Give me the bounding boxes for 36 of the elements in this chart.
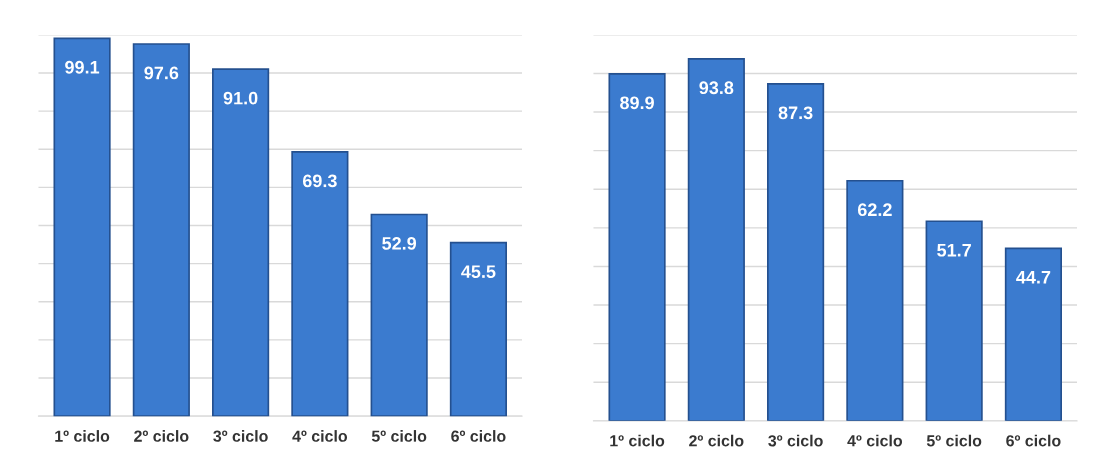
data-label: 91.0 [223,91,258,105]
x-tick-label: 4º ciclo [847,434,903,447]
bar [687,57,745,421]
data-label: 89.9 [620,96,654,110]
x-tick-label: 3º ciclo [768,434,823,447]
bar [608,73,666,421]
data-label: 69.3 [302,174,337,188]
x-tick-label: 3º ciclo [213,430,268,442]
data-label: 99.1 [65,60,100,74]
x-tick-label: 1º ciclo [55,430,110,442]
x-tick-label: 2º ciclo [689,434,744,447]
x-tick-label: 6º ciclo [1006,434,1061,447]
data-label: 51.7 [937,244,971,257]
bar [767,83,825,421]
data-label: 52.9 [382,237,417,250]
data-label: 97.6 [144,66,179,80]
bar [1004,247,1063,421]
x-tick-label: 2º ciclo [134,430,189,442]
x-tick-label: 1º ciclo [610,434,665,447]
data-label: 87.3 [778,106,813,120]
bar [53,37,111,417]
bar [132,43,190,417]
data-label: 45.5 [461,265,496,278]
bar [925,220,983,421]
bar [291,151,349,417]
x-tick-label: 5º ciclo [926,434,982,447]
data-label: 93.8 [699,81,734,95]
bar [449,241,508,417]
x-tick-label: 4º ciclo [292,430,348,442]
data-label: 44.7 [1016,271,1051,284]
data-label: 62.2 [857,203,892,217]
x-tick-label: 6º ciclo [451,430,506,442]
x-tick-label: 5º ciclo [371,430,427,442]
bar [370,213,428,417]
bar [212,68,270,417]
bar [846,179,904,421]
